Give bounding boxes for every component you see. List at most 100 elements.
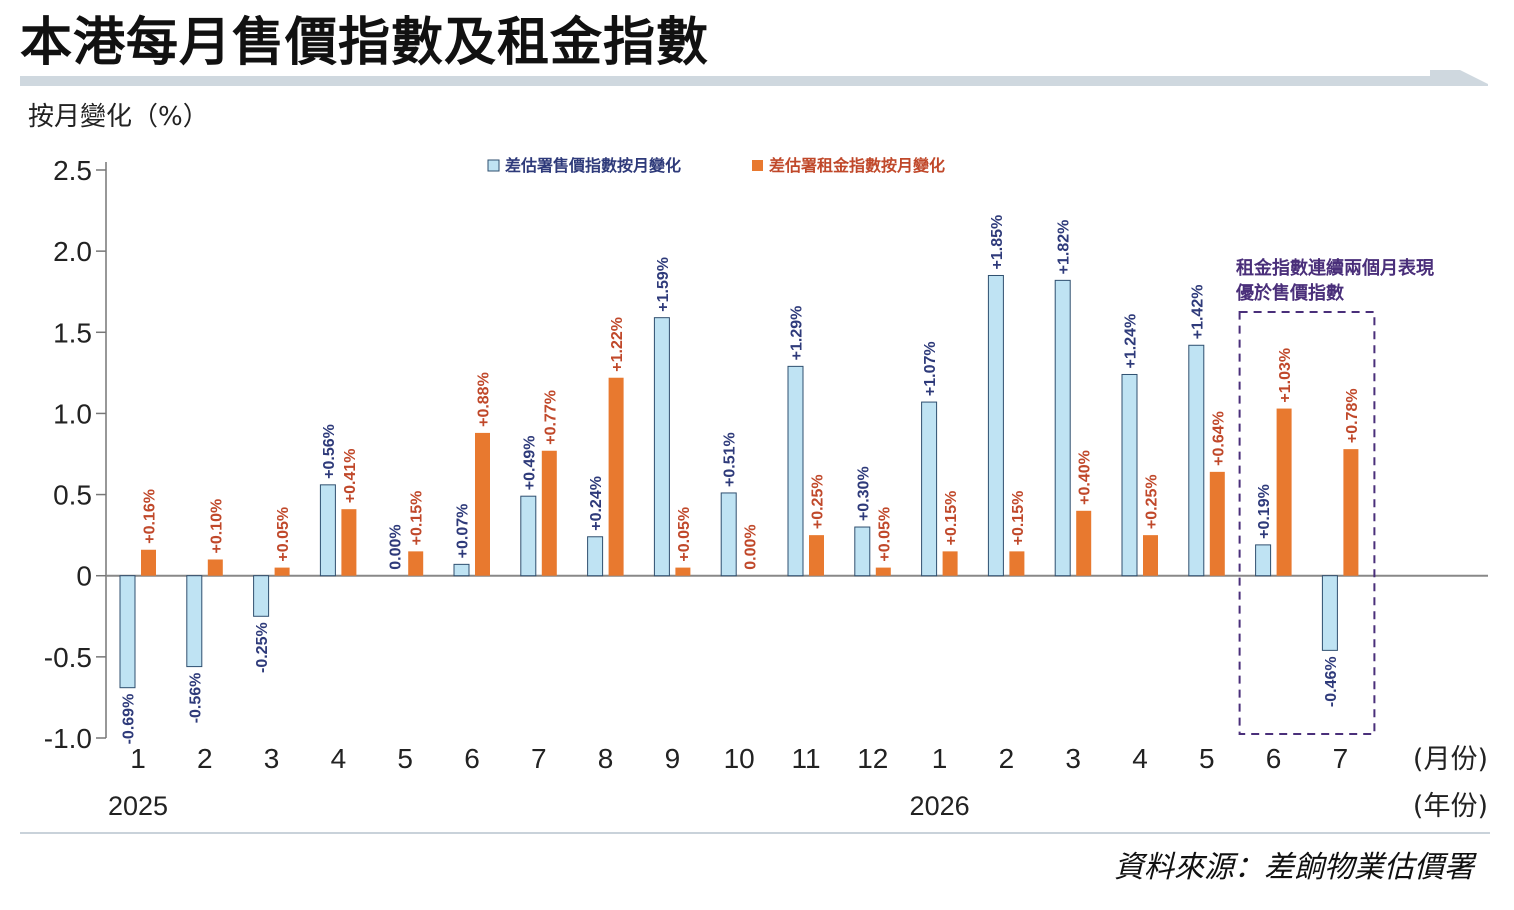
month-tick-label: 5 (397, 743, 413, 774)
y-tick-label: 0 (76, 561, 92, 592)
rent-value-label: +0.15% (409, 491, 426, 546)
rent-value-label: +0.05% (876, 507, 893, 562)
rent-bar (274, 567, 290, 576)
sale-value-label: +0.49% (521, 435, 538, 490)
rent-bar (1143, 535, 1158, 576)
rent-value-label: +0.10% (208, 499, 225, 554)
title-underline (20, 70, 1488, 86)
sale-value-label: +1.42% (1189, 285, 1206, 340)
rent-value-label: +0.77% (542, 390, 559, 445)
year-label: 2026 (910, 791, 970, 821)
highlight-box (1238, 311, 1376, 735)
rent-value-label: +0.41% (342, 448, 359, 503)
month-tick-label: 8 (598, 743, 614, 774)
rent-value-label: +0.88% (476, 372, 493, 427)
annotation-line-2: 優於售價指數 (1235, 282, 1344, 304)
rent-value-label: +0.16% (142, 489, 159, 544)
legend-label-rent: 差估署租金指數按月變化 (769, 156, 945, 175)
rent-value-label: +0.25% (810, 474, 827, 529)
sale-bar (720, 492, 737, 577)
month-tick-label: 1 (932, 743, 948, 774)
sale-bar (787, 365, 804, 577)
month-unit-label: (月份) (1413, 744, 1488, 775)
legend-label-sale: 差估署售價指數按月變化 (505, 156, 681, 175)
rent-value-label: +1.03% (1277, 348, 1294, 403)
sale-value-label: +0.07% (455, 504, 472, 559)
rent-bar (207, 559, 223, 576)
sale-value-label: +1.29% (789, 306, 806, 361)
year-label: 2025 (108, 791, 168, 821)
sale-value-label: +0.51% (722, 432, 739, 487)
y-tick-label: -1.0 (44, 723, 92, 754)
sale-value-label: +0.30% (855, 466, 872, 521)
legend-swatch-sale (487, 159, 500, 172)
bar-chart: 2.5 2.0 1.5 1.0 0.5 0 -0.5 -1.0 -0.69% +0.16% 1 -0.… (44, 155, 1488, 822)
rent-value-label: +0.78% (1344, 388, 1361, 443)
sale-bar (453, 563, 470, 577)
rent-bar (1276, 408, 1292, 576)
month-tick-label: 3 (1065, 743, 1081, 774)
month-tick-label: 2 (197, 743, 213, 774)
rent-bar (475, 432, 490, 576)
sale-bar (1321, 575, 1338, 651)
sale-bar (119, 575, 136, 689)
sale-value-label: +1.82% (1056, 220, 1073, 275)
month-tick-label: 12 (857, 743, 888, 774)
month-tick-label: 9 (665, 743, 681, 774)
sale-bar (253, 575, 270, 617)
sale-bar (921, 401, 938, 577)
sale-bar (987, 274, 1004, 577)
rent-bar (942, 551, 958, 576)
rent-value-label: +0.05% (275, 507, 292, 562)
sale-value-label: +1.07% (922, 341, 939, 396)
y-tick-label: 1.0 (53, 398, 92, 429)
sale-bar (1054, 279, 1071, 577)
rent-value-label: +0.05% (676, 507, 693, 562)
sale-bar (520, 495, 537, 577)
rent-bar (408, 551, 424, 576)
y-tick-label: 2.5 (53, 155, 92, 186)
month-tick-label: 10 (724, 743, 755, 774)
sale-value-label: -0.46% (1323, 656, 1340, 707)
rent-bar (675, 567, 691, 576)
rent-bar (1209, 471, 1225, 576)
month-tick-label: 11 (791, 743, 820, 774)
rent-value-label: +0.64% (1210, 411, 1227, 466)
sale-value-label: -0.25% (254, 622, 271, 673)
rent-bar (1009, 551, 1025, 576)
year-unit-label: (年份) (1413, 791, 1488, 822)
month-tick-label: 2 (999, 743, 1015, 774)
chart-title: 本港每月售價指數及租金指數 (20, 13, 710, 73)
y-tick-label: 1.5 (53, 317, 92, 348)
rent-bar (1343, 449, 1359, 576)
sale-value-label: +1.85% (989, 215, 1006, 270)
sale-bar (1121, 373, 1138, 577)
sale-value-label: +0.56% (321, 424, 338, 479)
rent-value-label: +0.15% (1010, 491, 1027, 546)
rent-value-label: +0.40% (1077, 450, 1094, 505)
month-tick-label: 1 (130, 743, 146, 774)
annotation-line-1: 租金指數連續兩個月表現 (1236, 257, 1434, 279)
rent-value-label: +0.25% (1144, 474, 1161, 529)
month-tick-label: 7 (1333, 743, 1349, 774)
sale-value-label: +1.24% (1123, 314, 1140, 369)
legend-swatch-rent (752, 160, 763, 171)
rent-bar (608, 377, 624, 576)
sale-bar (186, 575, 203, 668)
rent-bar (541, 450, 557, 576)
month-tick-label: 7 (531, 743, 547, 774)
y-tick-label: 0.5 (53, 480, 92, 511)
sale-value-label: +0.19% (1256, 484, 1273, 539)
month-tick-label: 6 (464, 743, 480, 774)
rent-bar (141, 549, 156, 576)
y-tick-label: -0.5 (44, 642, 92, 673)
sale-bar (653, 317, 670, 577)
footer-divider (20, 832, 1490, 834)
month-tick-label: 5 (1199, 743, 1215, 774)
sale-bar (854, 526, 871, 577)
sale-value-label: +1.59% (655, 257, 672, 312)
sale-value-label: -0.56% (187, 673, 204, 724)
rent-value-label: +1.22% (609, 317, 626, 372)
sale-value-label: -0.69% (121, 694, 138, 745)
month-tick-label: 6 (1266, 743, 1282, 774)
